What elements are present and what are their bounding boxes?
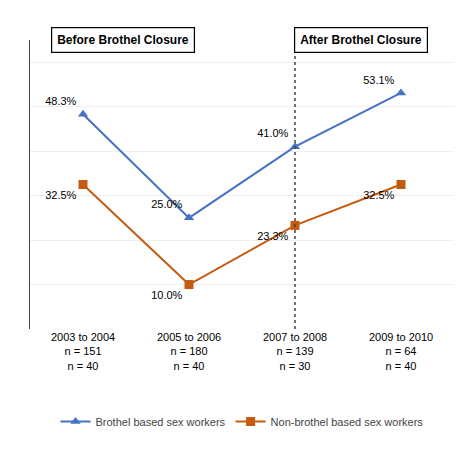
svg-text:53.1%: 53.1%	[363, 74, 394, 86]
svg-text:Brothel based sex workers: Brothel based sex workers	[96, 416, 226, 428]
svg-text:2005 to 2006n = 180n = 40: 2005 to 2006n = 180n = 40	[157, 331, 221, 372]
svg-text:48.3%: 48.3%	[45, 95, 76, 107]
svg-text:Non-brothel based sex workers: Non-brothel based sex workers	[271, 416, 424, 428]
svg-text:After Brothel Closure: After Brothel Closure	[300, 33, 422, 47]
svg-text:32.5%: 32.5%	[45, 189, 76, 201]
svg-text:25.0%: 25.0%	[151, 198, 182, 210]
svg-text:2009 to 2010n = 64n = 40: 2009 to 2010n = 64n = 40	[369, 331, 433, 372]
svg-text:Before Brothel Closure: Before Brothel Closure	[57, 33, 189, 47]
svg-text:2003 to 2004n = 151n = 40: 2003 to 2004n = 151n = 40	[51, 331, 115, 372]
svg-text:41.0%: 41.0%	[257, 127, 288, 139]
svg-text:10.0%: 10.0%	[151, 289, 182, 301]
svg-text:2007 to 2008n = 139n = 30: 2007 to 2008n = 139n = 30	[263, 331, 327, 372]
svg-text:23.3%: 23.3%	[257, 230, 288, 242]
svg-text:32.5%: 32.5%	[363, 189, 394, 201]
